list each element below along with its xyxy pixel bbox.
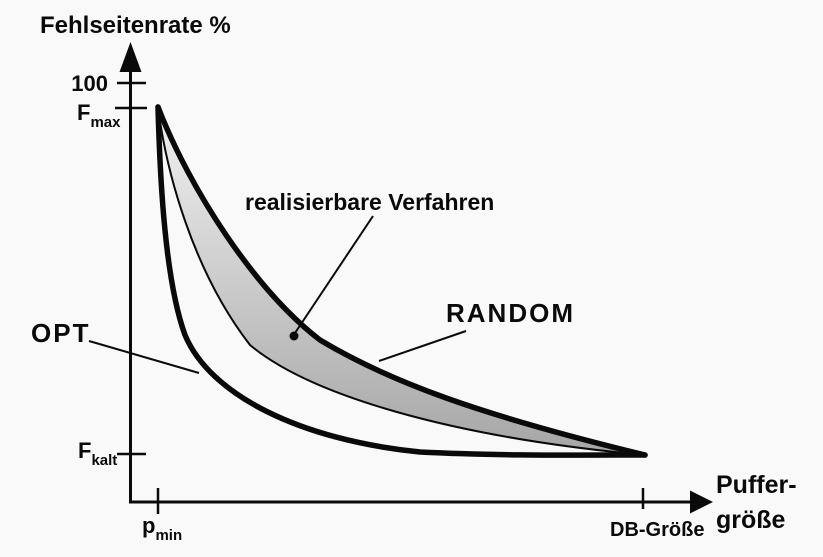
region-anchor-dot (289, 331, 299, 341)
y-tick-label-100: 100 (71, 71, 108, 96)
realizable-region-fill (158, 107, 645, 455)
random-curve-label: RANDOM (446, 298, 575, 328)
opt-leader-line (88, 340, 200, 374)
x-tick-label-dbsize: DB-Größe (610, 519, 704, 541)
y-axis-arrowhead-icon (119, 42, 142, 72)
opt-curve-label: OPT (31, 318, 90, 348)
y-tick-label-fkalt: Fkalt (78, 438, 117, 469)
x-axis-title-line2: größe (716, 506, 786, 534)
random-leader-line (378, 330, 467, 362)
x-axis-arrowhead-icon (690, 490, 713, 514)
y-tick-label-fmax: Fmax (77, 100, 121, 131)
realizable-region-label: realisierbare Verfahren (245, 189, 494, 215)
x-tick-label-pmin: pmin (142, 513, 182, 544)
random-curve (155, 104, 648, 458)
region-leader-line (294, 215, 374, 334)
opt-curve (155, 104, 648, 458)
y-axis-title: Fehlseitenrate % (40, 12, 231, 39)
realizable-lower-bound-curve (157, 106, 646, 456)
x-axis-title-line1: Puffer- (716, 471, 797, 499)
